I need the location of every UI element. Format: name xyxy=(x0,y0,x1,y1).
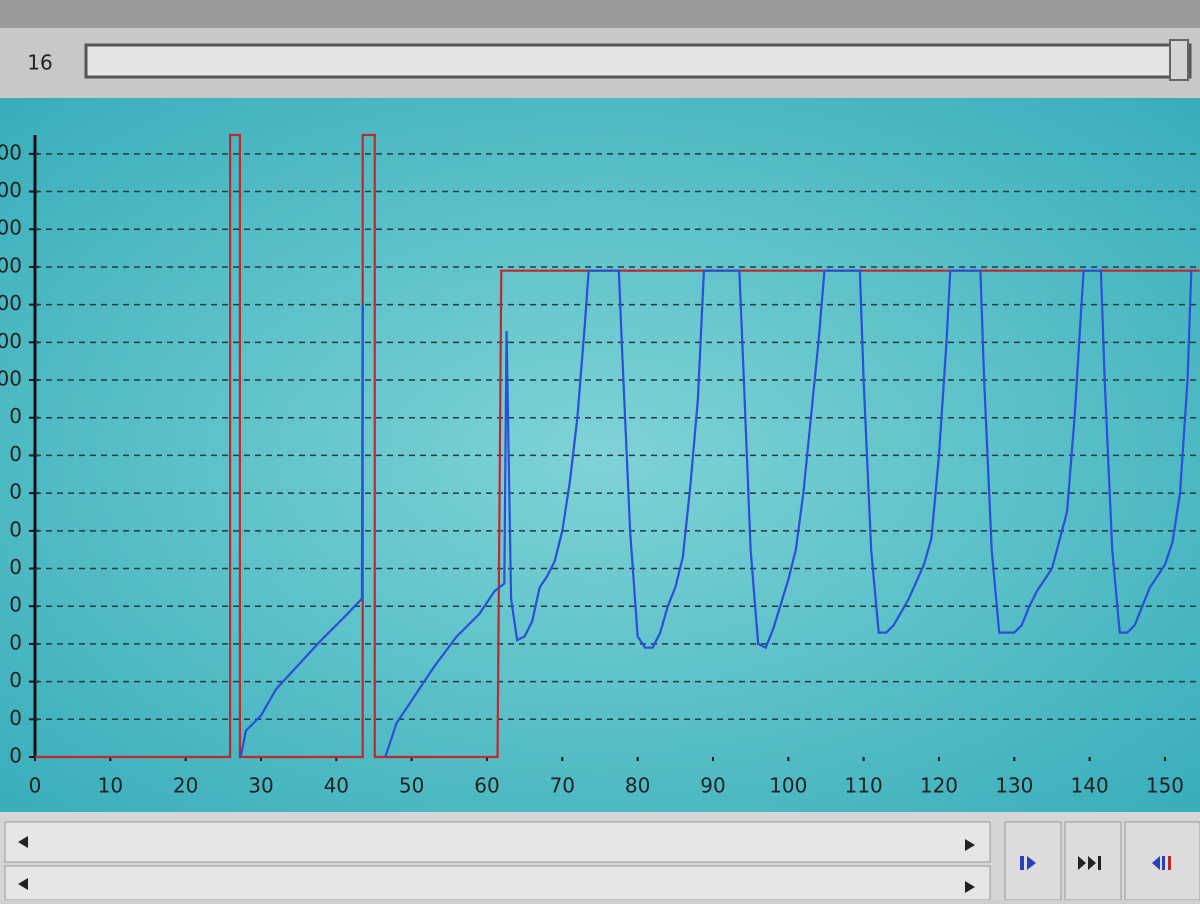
scroll-left-arrows[interactable] xyxy=(18,836,28,890)
y-tick-label: 0 xyxy=(9,480,22,504)
x-tick-label: 80 xyxy=(625,774,650,798)
x-tick-label: 70 xyxy=(550,774,575,798)
x-tick-label: 110 xyxy=(845,774,883,798)
slider-value: 16 xyxy=(27,51,52,75)
back-icon-red xyxy=(1168,856,1171,870)
y-tick-label: 0 xyxy=(9,593,22,617)
y-tick-label: 00 xyxy=(0,178,22,202)
x-tick-label: 50 xyxy=(399,774,424,798)
x-tick-label: 90 xyxy=(700,774,725,798)
y-tick-label: 00 xyxy=(0,140,22,164)
scroll-right-arrows[interactable] xyxy=(965,839,975,893)
play-icon xyxy=(1020,856,1036,870)
x-tick-label: 140 xyxy=(1071,774,1109,798)
y-tick-label: 0 xyxy=(9,668,22,692)
y-tick-label: 0 xyxy=(9,706,22,730)
y-tick-label: 0 xyxy=(9,404,22,428)
x-tick-label: 30 xyxy=(248,774,273,798)
y-tick-label: 00 xyxy=(0,216,22,240)
y-tick-label: 0 xyxy=(9,555,22,579)
top-edge xyxy=(0,0,1200,28)
series-line xyxy=(384,269,1193,758)
scrollbar-2[interactable] xyxy=(4,865,991,901)
y-tick-label: 00 xyxy=(0,367,22,391)
x-tick-label: 130 xyxy=(995,774,1033,798)
x-tick-label: 40 xyxy=(324,774,349,798)
y-tick-label: 0 xyxy=(9,517,22,541)
scrollbar-1[interactable] xyxy=(4,821,991,863)
y-tick-label: 00 xyxy=(0,253,22,277)
slider-thumb[interactable] xyxy=(1169,39,1189,81)
x-tick-label: 20 xyxy=(173,774,198,798)
x-tick-label: 0 xyxy=(29,774,42,798)
x-tick-label: 10 xyxy=(98,774,123,798)
y-tick-label: 0 xyxy=(9,744,22,768)
series-line xyxy=(239,304,364,758)
y-tick-label: 0 xyxy=(9,442,22,466)
y-tick-label: 00 xyxy=(0,329,22,353)
x-tick-label: 120 xyxy=(920,774,958,798)
x-tick-label: 100 xyxy=(769,774,807,798)
back-icon xyxy=(1152,856,1165,870)
end-icon xyxy=(1078,856,1101,870)
x-tick-label: 150 xyxy=(1146,774,1184,798)
x-tick-label: 60 xyxy=(474,774,499,798)
slider-track[interactable] xyxy=(84,43,1192,79)
y-tick-label: 0 xyxy=(9,630,22,654)
y-tick-label: 00 xyxy=(0,291,22,315)
